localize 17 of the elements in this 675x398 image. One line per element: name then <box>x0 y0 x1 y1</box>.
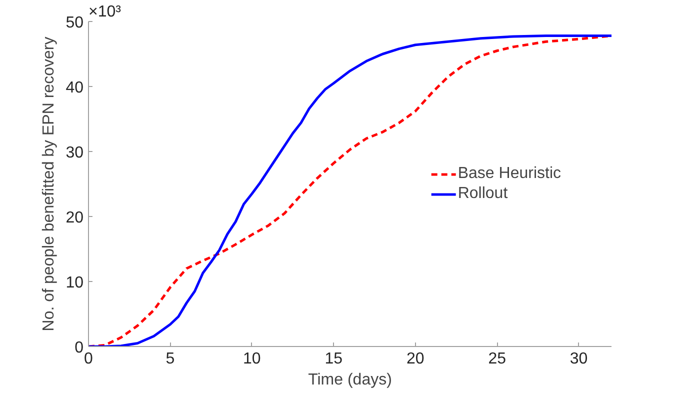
text: ×10³ <box>88 4 122 20</box>
x-tick-label: 20 <box>406 350 424 368</box>
legend-label: Rollout <box>458 184 508 202</box>
y-tick-label: 50 <box>66 14 84 32</box>
x-tick-label: 15 <box>324 350 343 368</box>
y-axis-title: No. of people benefitted by EPN recovery <box>40 36 58 332</box>
x-axis-title: Time (days) <box>308 372 392 388</box>
legend-label: Base Heuristic <box>458 164 561 182</box>
x-tick-label: 5 <box>166 350 175 368</box>
y-tick-label: 40 <box>66 80 84 96</box>
x-tick-label: 10 <box>243 350 261 368</box>
y-tick-label: 10 <box>66 274 84 292</box>
y-tick-label: 20 <box>66 210 84 226</box>
x-tick-label: 25 <box>488 350 506 368</box>
y-tick-label: 30 <box>66 144 84 162</box>
x-tick-label: 30 <box>570 350 588 368</box>
y-tick-label: 0 <box>74 340 84 356</box>
